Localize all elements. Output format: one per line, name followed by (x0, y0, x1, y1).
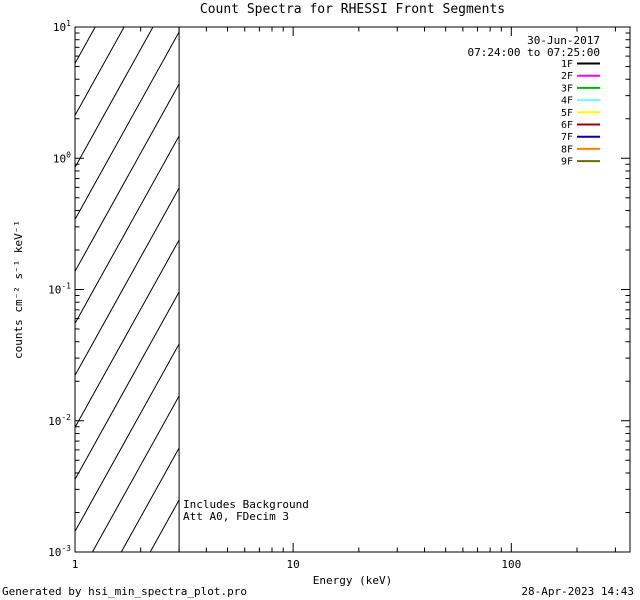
plot-annotation: Includes Background (183, 498, 309, 511)
legend-label: 7F (561, 132, 573, 143)
legend-label: 2F (561, 71, 573, 82)
chart-title: Count Spectra for RHESSI Front Segments (199, 2, 506, 17)
y-axis-label: counts cm⁻² s⁻¹ keV⁻¹ (12, 220, 25, 359)
svg-text:10-1: 10-1 (48, 282, 71, 297)
legend-time-range: 07:24:00 to 07:25:00 (468, 46, 600, 59)
legend-label: 9F (561, 157, 573, 168)
svg-text:10-2: 10-2 (48, 413, 71, 428)
legend-label: 8F (561, 144, 573, 155)
legend-label: 1F (561, 59, 573, 70)
legend-label: 4F (561, 96, 573, 107)
x-axis-label: Energy (keV) (313, 574, 392, 587)
plot-annotation: Att A0, FDecim 3 (183, 510, 289, 523)
legend-date: 30-Jun-2017 (527, 34, 600, 47)
svg-text:100: 100 (501, 558, 521, 571)
footer-timestamp: 28-Apr-2023 14:43 (521, 585, 634, 598)
svg-text:100: 100 (53, 150, 71, 165)
legend-label: 3F (561, 83, 573, 94)
legend-label: 6F (561, 120, 573, 131)
footer-generated-by: Generated by hsi_min_spectra_plot.pro (2, 585, 248, 598)
hatch-region (75, 27, 180, 552)
svg-text:1: 1 (72, 558, 79, 571)
svg-text:101: 101 (53, 19, 71, 34)
svg-text:10-3: 10-3 (48, 544, 71, 559)
plot-frame (74, 26, 631, 553)
legend-label: 5F (561, 108, 573, 119)
svg-text:10: 10 (287, 558, 300, 571)
